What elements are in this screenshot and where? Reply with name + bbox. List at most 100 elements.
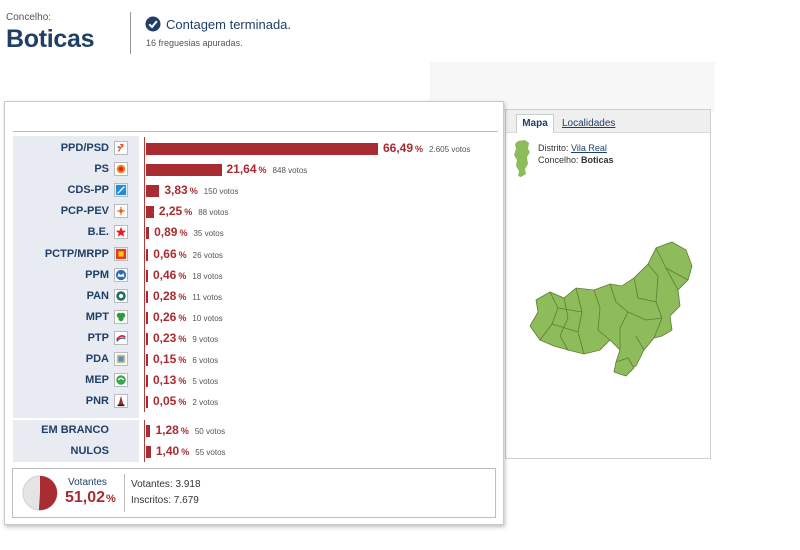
- result-percent: 0,05% 2 votos: [153, 394, 218, 408]
- result-bar: [146, 269, 148, 282]
- votes-count: 5 votos: [192, 377, 218, 386]
- result-bar: [146, 143, 378, 155]
- result-percent: 0,89% 35 votos: [154, 225, 224, 239]
- votes-count: 11 votos: [192, 293, 222, 302]
- status-text: Contagem terminada.: [166, 17, 292, 32]
- result-bar: [146, 164, 222, 177]
- percent-unit: %: [184, 207, 193, 218]
- votes-count: 150 votos: [204, 187, 239, 196]
- votes-unit: votos: [203, 250, 223, 260]
- party-name: PNR: [85, 395, 109, 408]
- result-bar: [146, 425, 151, 437]
- freguesias-count: 16 freguesias apuradas.: [146, 38, 243, 48]
- votes-value: 6: [192, 356, 197, 365]
- votes-value: 11: [192, 292, 201, 302]
- percent-unit: %: [258, 165, 267, 176]
- inscritos-count: Inscritos: 7.679: [131, 495, 199, 506]
- votes-unit: votos: [199, 398, 219, 408]
- tab-mapa[interactable]: Mapa: [516, 114, 554, 133]
- votes-value: 848: [272, 166, 286, 176]
- votes-value: 35: [193, 229, 203, 239]
- result-percent: 3,83% 150 votos: [164, 183, 238, 197]
- votantes-count: Votantes: 3.918: [131, 479, 201, 490]
- votes-count: 55 votos: [195, 448, 225, 457]
- votes-unit: votos: [202, 292, 223, 302]
- turnout-slice: [38, 475, 58, 511]
- party-name: PCTP/MRPP: [44, 247, 109, 260]
- percent-value: 2,25: [158, 204, 183, 219]
- party-name: PDA: [85, 353, 109, 365]
- result-percent: 0,46% 18 votos: [153, 268, 223, 282]
- votantes-count-value: 3.918: [175, 479, 201, 490]
- votes-unit: votos: [219, 187, 239, 197]
- votes-unit: votos: [199, 334, 219, 344]
- result-percent: 1,28% 50 votos: [155, 423, 225, 437]
- inscritos-count-label: Inscritos:: [131, 495, 172, 506]
- votes-unit: votos: [199, 356, 219, 365]
- percent-value: 0,66: [153, 246, 177, 261]
- tab-localidades[interactable]: Localidades: [562, 118, 616, 129]
- party-name: CDS-PP: [67, 184, 109, 197]
- percent-value: 21,64: [226, 162, 257, 177]
- votes-value: 2.605: [429, 145, 450, 154]
- votes-count: 50 votos: [195, 427, 225, 436]
- map-tabbar: [506, 110, 710, 133]
- votes-unit: votos: [199, 377, 219, 387]
- party-name: MEP: [85, 374, 109, 387]
- percent-unit: %: [178, 376, 187, 387]
- percent-unit: %: [178, 291, 187, 302]
- concelho-info: Concelho: Boticas: [538, 155, 614, 165]
- cdu-sun-icon: [114, 204, 128, 219]
- result-percent: 0,15% 6 votos: [153, 352, 218, 366]
- votes-unit: votos: [451, 145, 471, 154]
- result-bar: [146, 227, 150, 240]
- top-rule: [13, 131, 498, 132]
- votantes-percent: 51,02%: [65, 489, 116, 507]
- distrito-label: Distrito:: [538, 143, 569, 153]
- mpt-clover-icon: [114, 309, 128, 324]
- map-panel: Mapa Localidades Distrito: Vila Real Con…: [505, 109, 711, 459]
- voters-summary: Votantes 51,02% Votantes: 3.918 Inscrito…: [12, 468, 496, 518]
- page-title: Boticas: [6, 25, 95, 53]
- votes-value: 55: [195, 448, 205, 457]
- votes-value: 9: [192, 334, 197, 344]
- votes-value: 2: [192, 398, 197, 408]
- result-bar: [146, 290, 148, 303]
- distrito-link[interactable]: Vila Real: [571, 143, 607, 153]
- percent-value: 3,83: [164, 183, 188, 198]
- turnout-pie: [22, 475, 58, 511]
- percent-value: 66,49: [383, 141, 414, 155]
- party-name: EM BRANCO: [41, 424, 109, 436]
- votes-value: 50: [194, 427, 204, 436]
- header-divider: [130, 12, 131, 54]
- checkmark-icon: [145, 16, 161, 32]
- result-percent: 2,25% 88 votos: [159, 204, 229, 218]
- votes-count: 848 votos: [273, 166, 308, 175]
- percent-unit: %: [189, 186, 198, 197]
- pda-building-icon: [114, 352, 128, 366]
- result-percent: 66,49% 2.605 votos: [383, 141, 470, 155]
- bars-axis-other: [144, 420, 145, 462]
- percent-unit: %: [178, 355, 187, 365]
- votes-value: 5: [192, 377, 197, 387]
- percent-value: 0,89: [154, 225, 178, 240]
- ps-fist-icon: [114, 162, 128, 177]
- party-name: PS: [94, 163, 109, 176]
- concelho-label: Concelho:: [6, 12, 52, 23]
- result-percent: 0,26% 10 votos: [153, 310, 223, 324]
- cds-arrow-icon: [114, 183, 128, 198]
- result-percent: 0,13% 5 votos: [153, 373, 218, 387]
- party-name: PPM: [85, 268, 109, 281]
- percent-value: 0,26: [153, 309, 177, 324]
- mrpp-flag-icon: [114, 246, 128, 261]
- votes-count: 26 votos: [193, 251, 223, 260]
- party-name: PTP: [87, 331, 109, 344]
- votes-count: 10 votos: [192, 314, 222, 323]
- result-bar: [146, 248, 149, 261]
- percent-unit: %: [178, 333, 187, 344]
- result-bar: [146, 396, 148, 409]
- concelho-info-label: Concelho:: [538, 155, 579, 165]
- result-bar: [146, 446, 151, 458]
- boticas-parishes-map[interactable]: [516, 240, 706, 390]
- votes-count: 9 votos: [192, 335, 218, 344]
